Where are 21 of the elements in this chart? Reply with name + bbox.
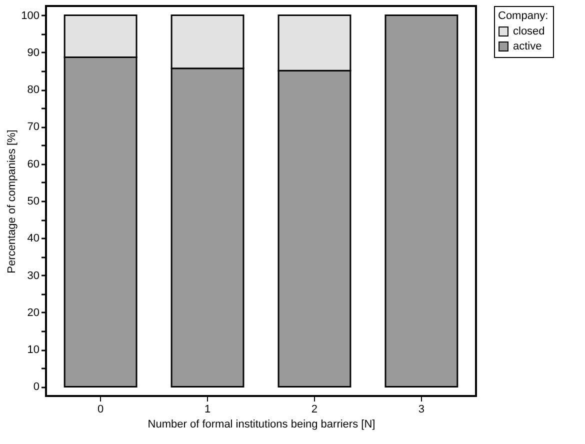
y-tick-label: 50 [27, 196, 40, 208]
x-tick-label: 1 [204, 404, 211, 416]
y-tick-label: 100 [21, 10, 40, 22]
legend-label: closed [513, 26, 545, 38]
x-tick-label: 0 [97, 404, 104, 416]
y-tick-label: 0 [33, 381, 40, 394]
legend-label: active [513, 40, 542, 52]
y-tick-label: 10 [27, 344, 40, 356]
y-tick-label: 20 [27, 306, 40, 319]
y-axis-title: Percentage of companies [%] [6, 130, 18, 274]
y-tick-label: 60 [27, 158, 40, 170]
y-tick-label: 70 [27, 121, 40, 134]
x-axis-title: Number of formal institutions being barriers [N] [148, 418, 376, 430]
x-tick-label: 2 [311, 404, 318, 416]
bar [384, 14, 458, 388]
x-tick-label: 3 [418, 404, 425, 416]
y-tick-label: 40 [27, 232, 40, 245]
y-tick-label: 30 [27, 270, 40, 282]
y-tick-label: 90 [27, 46, 40, 59]
legend-title: Company: [498, 10, 548, 22]
y-tick-label: 80 [27, 84, 40, 96]
